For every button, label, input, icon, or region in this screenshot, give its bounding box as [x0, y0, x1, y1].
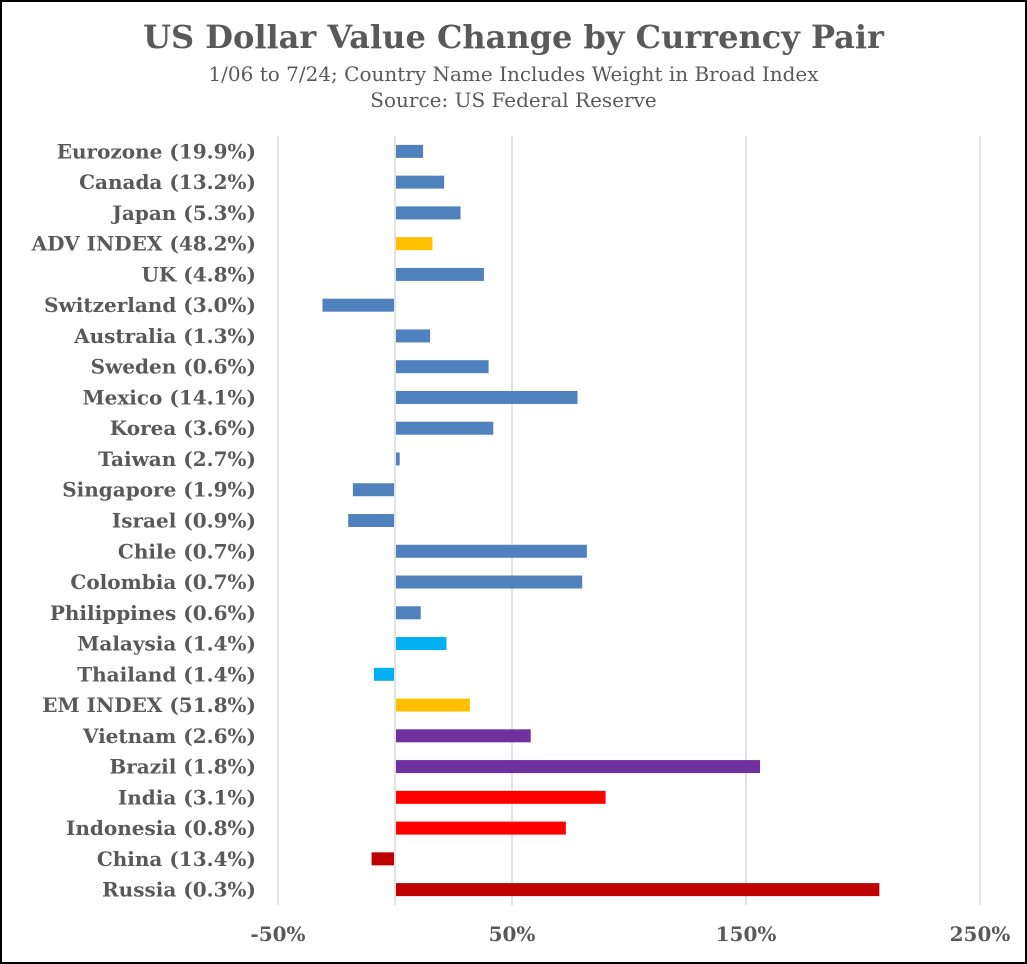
bar — [322, 298, 394, 312]
bar — [396, 360, 489, 374]
bar — [396, 329, 431, 343]
chart-subtitle: 1/06 to 7/24; Country Name Includes Weig… — [208, 62, 819, 86]
bar — [396, 790, 606, 804]
bar — [396, 237, 433, 251]
category-labels: Eurozone (19.9%) Canada (13.2%) Japan (5.3… — [31, 139, 256, 901]
bar — [396, 729, 531, 743]
category-label: India (3.1%) — [118, 785, 256, 809]
gridlines — [277, 136, 981, 905]
bar — [396, 883, 880, 897]
category-label: Singapore (1.9%) — [62, 478, 256, 502]
bar — [396, 575, 583, 589]
category-label: Colombia (0.7%) — [70, 570, 256, 594]
bar — [396, 637, 447, 651]
category-label: ADV INDEX (48.2%) — [31, 232, 256, 256]
category-label: Japan (5.3%) — [110, 201, 256, 225]
bar — [396, 144, 424, 158]
bar — [352, 483, 394, 497]
bar — [396, 452, 400, 466]
bar — [396, 421, 494, 435]
category-label: Canada (13.2%) — [79, 170, 256, 194]
category-label: Sweden (0.6%) — [91, 355, 256, 379]
bar — [348, 514, 394, 527]
bar — [371, 852, 394, 866]
category-label: China (13.4%) — [97, 847, 256, 871]
x-tick-labels: -50% 50% 150% 250% — [250, 922, 1010, 946]
bar — [396, 390, 578, 404]
bar — [396, 544, 587, 558]
bar — [396, 821, 566, 835]
category-label: Eurozone (19.9%) — [57, 139, 256, 163]
category-label: UK (4.8%) — [141, 262, 256, 286]
chart-title: US Dollar Value Change by Currency Pair — [143, 18, 884, 56]
category-label: Philippines (0.6%) — [50, 601, 256, 625]
category-label: Indonesia (0.8%) — [66, 816, 256, 840]
category-label: Mexico (14.1%) — [82, 385, 256, 409]
x-tick-label: 250% — [950, 922, 1011, 946]
x-tick-label: 150% — [716, 922, 777, 946]
bar — [396, 267, 484, 281]
chart-source: Source: US Federal Reserve — [370, 88, 657, 112]
category-label: EM INDEX (51.8%) — [42, 693, 256, 717]
bar — [396, 760, 761, 774]
category-label: Chile (0.7%) — [118, 539, 256, 563]
category-label: Russia (0.3%) — [102, 878, 256, 902]
category-label: Israel (0.9%) — [112, 509, 256, 533]
bar — [396, 606, 421, 620]
bar — [373, 667, 394, 681]
bar — [396, 175, 445, 189]
category-label: Vietnam (2.6%) — [82, 724, 256, 748]
bar — [396, 698, 470, 712]
bars — [322, 144, 880, 897]
x-tick-label: 50% — [489, 922, 536, 946]
category-label: Brazil (1.8%) — [109, 755, 256, 779]
bar — [396, 206, 461, 220]
category-label: Taiwan (2.7%) — [98, 447, 256, 471]
category-label: Thailand (1.4%) — [77, 662, 256, 686]
category-label: Malaysia (1.4%) — [77, 632, 256, 656]
category-label: Australia (1.3%) — [73, 324, 256, 348]
x-tick-label: -50% — [250, 922, 305, 946]
category-label: Switzerland (3.0%) — [44, 293, 256, 317]
category-label: Korea (3.6%) — [110, 416, 256, 440]
